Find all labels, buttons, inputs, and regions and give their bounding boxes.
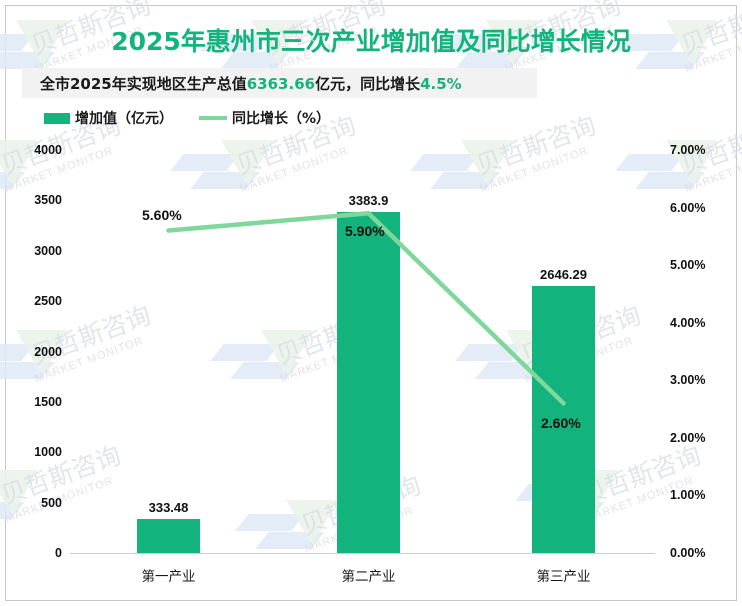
bar-value-label: 333.48 bbox=[148, 500, 189, 516]
y-axis-right-tick: 4.00% bbox=[670, 315, 706, 330]
growth-value-label: 5.60% bbox=[142, 207, 182, 223]
y-axis-right-tick: 6.00% bbox=[670, 200, 706, 215]
chart-title: 2025年惠州市三次产业增加值及同比增长情况 bbox=[111, 27, 631, 56]
legend-item-line[interactable]: 同比增长（%） bbox=[199, 108, 330, 128]
subtitle-banner: 全市2025年实现地区生产总值6363.66亿元，同比增长4.5% bbox=[22, 68, 537, 98]
bar-first-industry[interactable] bbox=[137, 519, 200, 553]
y-axis-right-tick: 7.00% bbox=[670, 143, 706, 157]
legend-line-swatch-icon bbox=[199, 116, 227, 120]
subtitle-growth-value: 4.5% bbox=[420, 74, 462, 93]
bar-second-industry[interactable] bbox=[337, 212, 400, 553]
legend-label-line: 同比增长（%） bbox=[232, 111, 331, 127]
y-axis-right-tick: 2.00% bbox=[670, 430, 706, 445]
x-axis-line bbox=[70, 553, 655, 554]
chart-legend: 增加值（亿元） 同比增长（%） bbox=[44, 108, 330, 128]
growth-value-label: 2.60% bbox=[541, 415, 581, 431]
y-axis-left-tick: 2000 bbox=[34, 344, 62, 359]
subtitle-text: 全市2025年实现地区生产总值6363.66亿元，同比增长4.5% bbox=[22, 73, 462, 94]
y-axis-right-tick: 1.00% bbox=[670, 488, 706, 503]
legend-label-bar: 增加值（亿元） bbox=[75, 111, 173, 127]
y-axis-left-tick: 2500 bbox=[34, 294, 62, 309]
subtitle-middle: 亿元，同比增长 bbox=[315, 74, 421, 93]
y-axis-left-tick: 4000 bbox=[34, 143, 62, 157]
plot-area: 333.48 3383.9 2646.29 5.60% 5.90% 2.60% bbox=[70, 150, 655, 553]
y-axis-left-tick: 0 bbox=[55, 546, 62, 560]
bar-value-label: 3383.9 bbox=[348, 193, 389, 209]
x-axis-tick-first-industry: 第一产业 bbox=[141, 569, 196, 585]
y-axis-left-tick: 1000 bbox=[34, 445, 62, 460]
y-axis-left-tick: 1500 bbox=[34, 394, 62, 409]
x-axis-tick-third-industry: 第三产业 bbox=[536, 569, 591, 585]
legend-bar-swatch-icon bbox=[44, 112, 70, 124]
growth-value-label: 5.90% bbox=[345, 223, 385, 239]
growth-line-path bbox=[166, 211, 566, 406]
y-axis-left: 0 500 1000 1500 2000 2500 3000 3500 4000 bbox=[0, 143, 62, 560]
y-axis-right: 0.00% 1.00% 2.00% 3.00% 4.00% 5.00% 6.00… bbox=[662, 143, 736, 560]
y-axis-right-tick: 3.00% bbox=[670, 373, 706, 388]
growth-line-series bbox=[166, 211, 566, 406]
x-axis-tick-second-industry: 第二产业 bbox=[341, 569, 396, 585]
y-axis-right-tick: 5.00% bbox=[670, 258, 706, 273]
bar-value-label: 2646.29 bbox=[540, 267, 587, 283]
y-axis-left-tick: 500 bbox=[41, 495, 62, 510]
y-axis-left-tick: 3000 bbox=[34, 243, 62, 258]
subtitle-gdp-value: 6363.66 bbox=[246, 74, 316, 93]
x-axis-labels: 第一产业 第二产业 第三产业 bbox=[70, 565, 655, 589]
y-axis-left-tick: 3500 bbox=[34, 193, 62, 208]
subtitle-prefix: 全市2025年实现地区生产总值 bbox=[40, 74, 247, 93]
legend-item-bar[interactable]: 增加值（亿元） bbox=[44, 108, 173, 128]
y-axis-right-tick: 0.00% bbox=[670, 546, 706, 560]
